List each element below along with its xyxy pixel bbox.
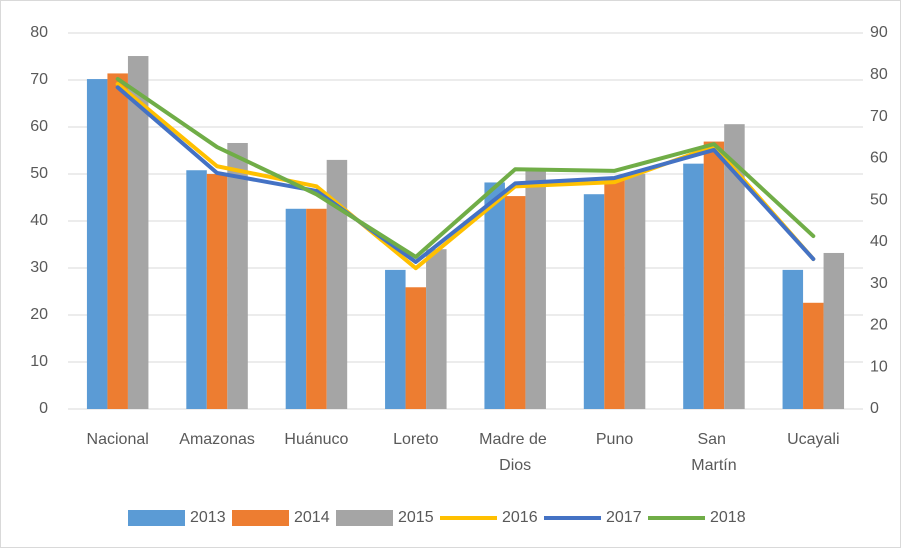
x-tick-label-line: Martín: [691, 457, 736, 474]
y2-tick-label: 0: [870, 400, 879, 417]
x-tick-label-line: Dios: [499, 457, 531, 474]
bar: [127, 56, 149, 409]
y-tick-label: 30: [30, 259, 48, 276]
bar: [385, 269, 406, 409]
y2-tick-label: 70: [870, 108, 888, 125]
legend-swatch: [336, 510, 393, 526]
x-tick-label: Amazonas: [179, 431, 255, 448]
y-tick-label: 60: [30, 118, 48, 135]
x-tick-label-line: San: [697, 431, 730, 448]
bar: [86, 79, 108, 409]
legend-label: 2017: [606, 509, 642, 526]
y-tick-label: 50: [30, 165, 48, 182]
legend-label: 2014: [294, 509, 330, 526]
line: [115, 76, 816, 259]
legend-label: 2018: [710, 509, 746, 526]
x-tick-label: Puno: [596, 431, 633, 448]
y-tick-label: 20: [30, 306, 48, 323]
legend-label: 2015: [398, 509, 434, 526]
x-tick-label: San Martín: [691, 431, 736, 474]
bar: [624, 174, 646, 409]
y-tick-label: 0: [39, 400, 48, 417]
line: [115, 81, 816, 271]
y-tick-label: 10: [30, 353, 48, 370]
bar: [504, 196, 526, 409]
bar: [186, 170, 207, 409]
line: [115, 85, 816, 264]
bar: [285, 208, 307, 409]
bar: [484, 182, 505, 409]
y2-tick-label: 80: [870, 66, 888, 83]
x-tick-label: Nacional: [87, 431, 149, 448]
bar: [703, 141, 725, 409]
bar: [426, 249, 447, 409]
x-tick-label: Loreto: [393, 431, 438, 448]
y2-tick-label: 60: [870, 150, 888, 167]
y-tick-label: 70: [30, 71, 48, 88]
bar: [583, 194, 605, 409]
bar: [683, 163, 704, 409]
bar: [724, 124, 745, 410]
y2-tick-label: 10: [870, 358, 888, 375]
bar: [326, 159, 348, 409]
y2-tick-label: 30: [870, 275, 888, 292]
x-tick-label: Madre de Dios: [479, 431, 551, 474]
y-tick-label: 80: [30, 24, 48, 41]
y2-tick-label: 20: [870, 317, 888, 334]
legend-label: 2016: [502, 509, 538, 526]
y2-tick-label: 40: [870, 233, 888, 250]
bar: [206, 174, 228, 409]
bar: [823, 252, 845, 409]
y-tick-label: 40: [30, 212, 48, 229]
bar: [782, 269, 804, 409]
bar: [107, 73, 128, 410]
legend-label: 2013: [190, 509, 226, 526]
bar: [306, 208, 327, 409]
y2-tick-label: 50: [870, 191, 888, 208]
bar: [803, 302, 824, 409]
bar: [227, 142, 248, 410]
x-tick-label: Ucayali: [787, 431, 839, 448]
x-tick-label: Huánuco: [284, 431, 348, 448]
legend-swatch: [232, 510, 289, 526]
bar: [525, 169, 546, 409]
legend-swatch: [128, 510, 185, 526]
x-tick-label-line: Madre de: [479, 431, 551, 448]
bar: [604, 178, 625, 409]
bar: [405, 287, 427, 409]
y2-tick-label: 90: [870, 24, 888, 41]
